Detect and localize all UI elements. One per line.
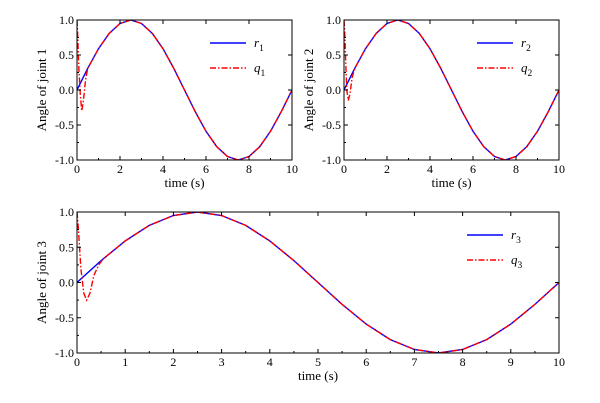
x-tick-label: 0	[74, 355, 80, 369]
series-line-q1	[77, 20, 292, 160]
x-tick-label: 2	[117, 162, 123, 176]
x-tick-label: 4	[427, 162, 433, 176]
x-tick-label: 9	[508, 355, 514, 369]
x-tick-label: 4	[160, 162, 166, 176]
y-tick-label: 1.0	[59, 13, 74, 27]
series-line-q2	[344, 20, 559, 160]
x-tick-label: 7	[411, 355, 417, 369]
x-tick-label: 8	[513, 162, 519, 176]
x-axis-label: time (s)	[298, 368, 338, 383]
y-tick-label: 0.0	[59, 276, 74, 290]
x-axis-label: time (s)	[431, 175, 471, 190]
x-tick-label: 10	[553, 162, 565, 176]
chart-panel-bottom: 0 1 2 3 4 5 6 7 8 9 10 -1.0 -0.5 0.0 0.5 1.0 time (s) Ang…	[34, 205, 565, 383]
x-tick-label: 8	[460, 355, 466, 369]
x-axis-label: time (s)	[164, 175, 204, 190]
y-tick-label: 0.0	[326, 83, 341, 97]
series-line-q3	[77, 212, 559, 353]
chart-panel-top-right: 0 2 4 6 8 10 -1.0 -0.5 0.0 0.5 1.0 time (s) Angle of…	[301, 13, 565, 190]
x-tick-label: 10	[286, 162, 298, 176]
x-tick-label: 2	[170, 355, 176, 369]
x-tick-label: 0	[74, 162, 80, 176]
y-tick-label: -0.5	[55, 118, 74, 132]
y-tick-label: -0.5	[55, 311, 74, 325]
y-tick-label: 1.0	[326, 13, 341, 27]
x-tick-label: 6	[363, 355, 369, 369]
y-tick-label: 0.5	[59, 240, 74, 254]
x-tick-label: 3	[219, 355, 225, 369]
y-axis-label: Angle of joint 3	[34, 241, 49, 324]
legend-label-q1: q1	[254, 60, 266, 79]
y-tick-label: -1.0	[55, 346, 74, 360]
x-tick-label: 6	[203, 162, 209, 176]
series-line-r2	[344, 20, 559, 160]
x-tick-label: 5	[315, 355, 321, 369]
legend-label-r3: r3	[511, 227, 521, 246]
x-tick-label: 6	[470, 162, 476, 176]
x-tick-label: 2	[384, 162, 390, 176]
y-tick-label: 0.5	[59, 48, 74, 62]
y-tick-label: 1.0	[59, 205, 74, 219]
y-tick-label: -0.5	[322, 118, 341, 132]
x-tick-label: 10	[553, 355, 565, 369]
legend-label-r1: r1	[254, 35, 264, 54]
legend-label-q3: q3	[511, 252, 523, 271]
legend-label-r2: r2	[521, 35, 531, 54]
y-axis-label: Angle of joint 1	[34, 49, 49, 132]
x-tick-label: 8	[246, 162, 252, 176]
legend-label-q2: q2	[521, 60, 533, 79]
x-tick-label: 4	[267, 355, 273, 369]
y-tick-label: -1.0	[55, 153, 74, 167]
y-tick-label: -1.0	[322, 153, 341, 167]
y-tick-label: 0.0	[59, 83, 74, 97]
chart-panel-top-left: 0 2 4 6 8 10 -1.0 -0.5 0.0 0.5 1.0 time (s) Angle of…	[34, 13, 298, 190]
y-tick-label: 0.5	[326, 48, 341, 62]
x-tick-label: 1	[122, 355, 128, 369]
y-axis-label: Angle of joint 2	[301, 49, 316, 132]
x-tick-label: 0	[341, 162, 347, 176]
